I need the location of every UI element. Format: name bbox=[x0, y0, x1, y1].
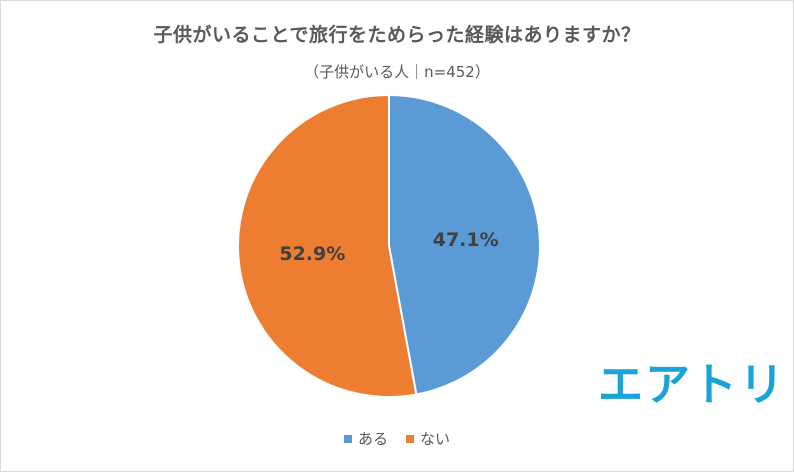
legend-swatch-nai bbox=[406, 434, 414, 443]
pie-slice-aru bbox=[388, 93, 541, 396]
legend-swatch-aru bbox=[343, 434, 352, 443]
data-label-nai: 52.9% bbox=[279, 243, 345, 265]
legend-item-aru: ある bbox=[343, 428, 388, 449]
legend-label-aru: ある bbox=[357, 430, 388, 448]
legend-label-nai: ない bbox=[420, 430, 451, 448]
pie-slice-nai bbox=[237, 93, 418, 398]
data-label-aru: 47.1% bbox=[433, 229, 499, 251]
chart-legend: ある ない bbox=[0, 428, 794, 449]
airtrip-logo: エアトリ bbox=[598, 359, 787, 410]
chart-subtitle: （子供がいる人｜n=452） bbox=[304, 63, 490, 81]
chart-title: 子供がいることで旅行をためらった経験はありますか？ bbox=[153, 24, 641, 46]
legend-item-nai: ない bbox=[406, 428, 450, 449]
